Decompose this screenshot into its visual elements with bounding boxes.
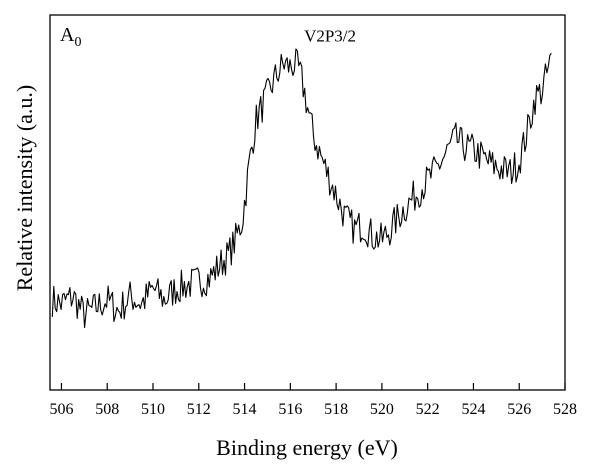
x-tick-label-528: 528 bbox=[553, 401, 577, 418]
panel-label: A0 bbox=[60, 24, 81, 50]
plot-frame bbox=[49, 14, 566, 391]
x-tick-label-508: 508 bbox=[95, 401, 119, 418]
x-tick-label-516: 516 bbox=[278, 401, 302, 418]
x-tick-label-512: 512 bbox=[187, 401, 211, 418]
peak-annotation: V2P3/2 bbox=[304, 26, 356, 45]
panel-label-subscript: 0 bbox=[74, 35, 81, 50]
x-tick-label-506: 506 bbox=[49, 401, 73, 418]
x-tick-label-526: 526 bbox=[507, 401, 531, 418]
x-tick-label-510: 510 bbox=[141, 401, 165, 418]
y-axis-label: Relative intensity (a.u.) bbox=[12, 85, 37, 292]
x-tick-label-518: 518 bbox=[324, 401, 348, 418]
x-tick-label-524: 524 bbox=[461, 401, 485, 418]
panel-label-letter: A bbox=[60, 24, 75, 46]
x-axis-tick-labels: 506 508 510 512 514 516 518 520 522 524 526 528 bbox=[49, 401, 577, 418]
x-tick-label-522: 522 bbox=[416, 401, 440, 418]
spectrum-line bbox=[51, 48, 552, 329]
x-tick-label-520: 520 bbox=[370, 401, 394, 418]
x-axis-ticks bbox=[60, 383, 566, 390]
x-tick-label-514: 514 bbox=[233, 401, 257, 418]
x-axis-label: Binding energy (eV) bbox=[216, 435, 398, 460]
